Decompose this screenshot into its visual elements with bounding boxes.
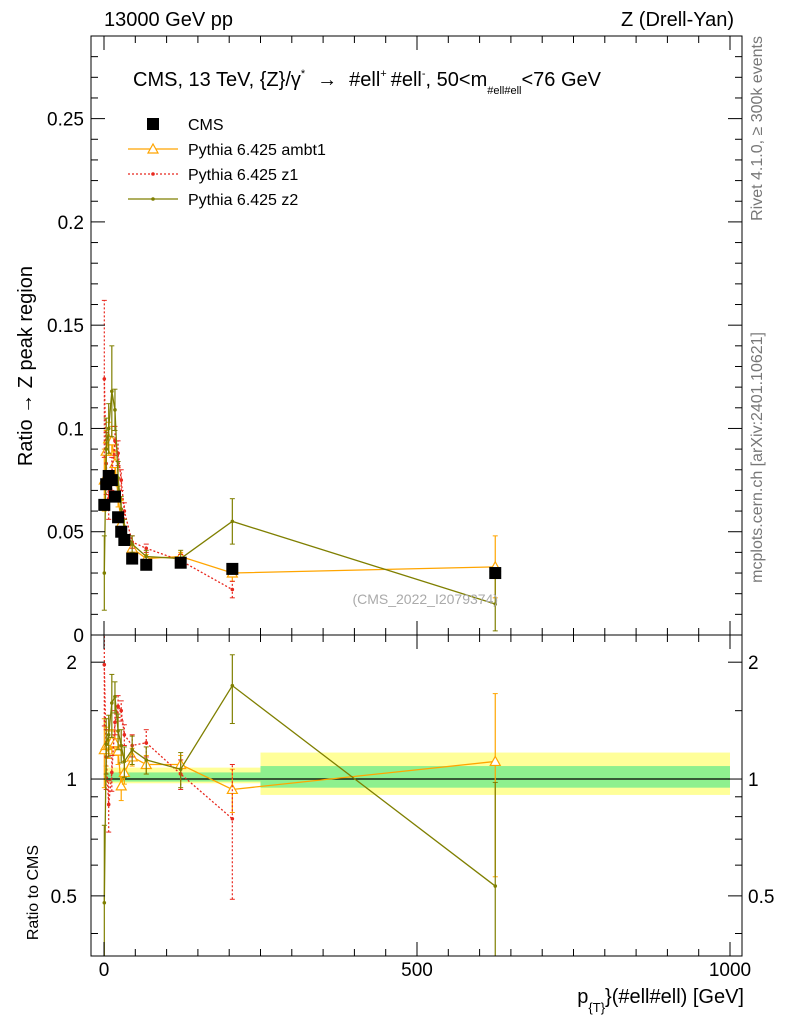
main-pythia-6-425-z1-point [144, 546, 149, 551]
main-cms-point [489, 567, 502, 580]
main-pythia-6-425-z2-point [119, 507, 124, 511]
main-axes: 0 0.05 0.1 0.15 0.2 0.25 [47, 36, 742, 647]
ratio-y-tick-label: 1 [66, 770, 77, 791]
main-y-tick-label: 0.1 [58, 419, 84, 440]
mcplots-label: mcplots.cern.ch [arXiv:2401.10621] [749, 332, 766, 583]
ratio-pythia-6-425-z1-point [230, 816, 235, 821]
plot-title: CMS, 13 TeV, {Z}/γ* → #ell+ #ell-, 50<m#ell… [133, 68, 602, 97]
x-axis-title: p{T}}(#ell#ell) [GeV] [577, 986, 744, 1015]
main-pythia-6-425-z2-point [493, 602, 498, 606]
legend: CMS Pythia 6.425 ambt1 Pythia 6.425 z1 Pyth… [128, 117, 326, 209]
ratio-pythia-6-425-z2-point [230, 683, 235, 688]
ratio-pythia-6-425-z1-point [116, 704, 120, 709]
ratio-pythia-6-425-z2-point [102, 900, 107, 905]
main-cms-point [118, 533, 131, 546]
main-y-tick-label: 0 [73, 626, 84, 647]
legend-pythia-6-425-z1-marker [151, 172, 155, 176]
main-y-tick-label: 0.25 [47, 110, 84, 131]
legend-pythia-6-425-ambt1-label: Pythia 6.425 ambt1 [188, 142, 326, 159]
ratio-pythia-6-425-z2-point [493, 884, 498, 888]
legend-pythia-6-425-z2-label: Pythia 6.425 z2 [188, 192, 298, 209]
x-tick-label: 500 [401, 960, 433, 981]
main-pythia-6-425-z2-point [104, 447, 108, 451]
beam-label: 13000 GeV pp [104, 9, 233, 31]
ratio-pythia-6-425-ambt1-point [115, 779, 128, 791]
ratio-pythia-6-425-z2-point [106, 733, 111, 737]
main-pythia-6-425-z2-point [106, 426, 111, 431]
main-pythia-6-425-z2-point [102, 571, 107, 575]
main-y-tick-label: 0.2 [58, 213, 84, 234]
x-tick-label: 0 [99, 960, 110, 981]
ratio-y-axis-title: Ratio to CMS [25, 845, 42, 940]
ratio-axes: 0 500 1000 0.5 0.5 1 1 2 2 [51, 635, 774, 981]
legend-pythia-6-425-z2-marker [151, 197, 155, 201]
main-pythia-6-425-z2-point [130, 542, 134, 546]
ratio-pythia-6-425-z2-point [122, 759, 127, 764]
ratio-pythia-6-425-ambt1-point [108, 736, 121, 748]
main-data-layer [98, 299, 502, 632]
ratio-pythia-6-425-z1-line [103, 664, 233, 820]
ratio-pythia-6-425-z1-point [119, 708, 124, 713]
main-cms-point [98, 498, 111, 511]
main-cms-point [112, 511, 125, 524]
ratio-pythia-6-425-z2-point [104, 742, 108, 746]
ratio-pythia-6-425-z2-point [178, 767, 183, 772]
main-pythia-6-425-z1-line [103, 378, 233, 591]
legend-cms-marker [147, 118, 159, 130]
main-cms-point [140, 558, 153, 571]
analysis-watermark: (CMS_2022_I2079374) [352, 591, 498, 607]
legend-pythia-6-425-ambt1-marker [146, 142, 160, 154]
ratio-pythia-6-425-z2-point [113, 694, 117, 699]
ratio-y-tick-label-right: 0.5 [748, 887, 774, 908]
main-cms-point [174, 556, 187, 569]
main-pythia-6-425-z2-point [144, 554, 149, 559]
ratio-y-tick-label-right: 2 [748, 653, 759, 674]
main-cms-point [226, 562, 239, 575]
ratio-pythia-6-425-z2-point [144, 758, 149, 762]
cms-uncertainty-band-inner [104, 772, 261, 782]
ratio-pythia-6-425-z1-point [144, 740, 149, 745]
main-pythia-6-425-z2-point [230, 519, 235, 524]
legend-pythia-6-425-z1-label: Pythia 6.425 z1 [188, 167, 298, 184]
process-label: Z (Drell-Yan) [621, 9, 734, 31]
legend-cms-label: CMS [188, 117, 224, 134]
ratio-pythia-6-425-ambt1-point [112, 744, 125, 756]
main-y-axis-title: Ratio → Z peak region [15, 266, 37, 466]
ratio-pythia-6-425-z1-point [122, 733, 127, 737]
main-pythia-6-425-z1-point [230, 587, 235, 592]
ratio-pythia-6-425-z1-point [113, 720, 117, 725]
ratio-pythia-6-425-z1-point [102, 662, 107, 667]
main-y-tick-label: 0.15 [47, 316, 84, 337]
main-cms-point [105, 474, 118, 487]
ratio-y-tick-label-right: 1 [748, 770, 759, 791]
ratio-pythia-6-425-z2-point [110, 701, 114, 705]
rivet-version-label: Rivet 4.1.0, ≥ 300k events [749, 36, 766, 221]
main-pythia-6-425-z2-point [110, 389, 114, 394]
ratio-y-tick-label: 2 [66, 653, 77, 674]
x-tick-label: 1000 [709, 960, 751, 981]
main-cms-point [108, 490, 121, 503]
main-cms-point [126, 552, 139, 565]
ratio-pythia-6-425-z1-point [106, 802, 111, 807]
ratio-pythia-6-425-ambt1-point [489, 755, 502, 767]
main-pythia-6-425-z2-point [113, 408, 117, 412]
main-y-tick-label: 0.05 [47, 523, 84, 544]
main-pythia-6-425-z1-point [119, 478, 124, 482]
ratio-pythia-6-425-z2-point [130, 747, 134, 752]
main-pythia-6-425-z1-point [102, 377, 107, 381]
ratio-y-tick-label: 0.5 [51, 887, 77, 908]
ratio-pythia-6-425-z1-point [110, 770, 114, 775]
